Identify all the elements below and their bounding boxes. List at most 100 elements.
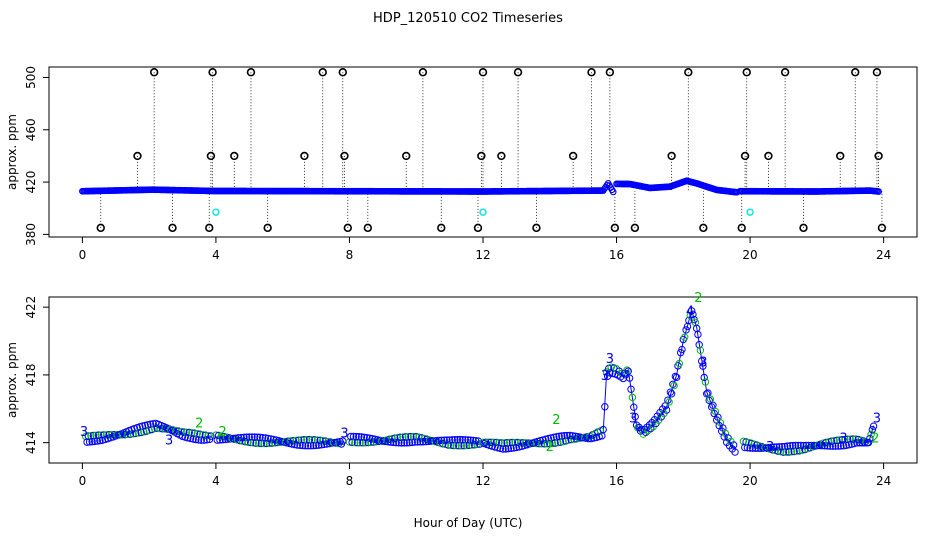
outlier-point-low [473, 223, 483, 233]
outlier-point-low [737, 223, 746, 233]
y-tick-label: 418 [24, 363, 38, 386]
outlier-point-low [343, 223, 352, 233]
data-point [580, 433, 589, 441]
data-point [544, 434, 553, 443]
data-point [794, 441, 802, 450]
data-point [709, 401, 717, 409]
data-point [510, 444, 518, 452]
y-tick-label: 500 [24, 66, 38, 89]
data-point [669, 380, 677, 388]
data-point [207, 432, 215, 440]
figure-title: HDP_120510 CO2 Timeseries [373, 11, 563, 26]
data-point [864, 438, 873, 447]
outlier-point-mid [497, 151, 506, 161]
data-point [359, 439, 367, 447]
data-point [492, 438, 501, 447]
x-tick-label: 20 [742, 474, 757, 488]
data-point [244, 438, 252, 446]
data-point [413, 438, 422, 446]
x-tick-label: 24 [876, 474, 891, 488]
data-point [489, 438, 498, 447]
outlier-point-high [605, 68, 615, 77]
data-point [670, 381, 678, 390]
data-point [380, 436, 388, 445]
data-point [827, 437, 836, 445]
data-point [779, 448, 788, 456]
data-point [795, 447, 804, 455]
outlier-point-mid [230, 151, 239, 161]
outlier-point-mid [402, 151, 411, 161]
data-point [412, 432, 420, 441]
outlier-point-high [418, 68, 428, 77]
bottom-x-axis: 0 4 8 12 16 20 24 [79, 463, 891, 488]
outlier-point-high [872, 68, 882, 77]
data-point [685, 316, 693, 325]
data-label: 3 [629, 411, 637, 426]
data-point [587, 434, 595, 443]
data-point [445, 436, 454, 444]
data-point [678, 345, 686, 354]
data-point [628, 393, 637, 402]
data-point [512, 443, 521, 452]
data-point [704, 389, 712, 397]
data-point [129, 430, 137, 438]
data-point [543, 440, 551, 448]
x-tick-label: 16 [609, 474, 624, 488]
data-point [441, 440, 450, 449]
data-point [771, 446, 780, 455]
data-point [625, 374, 634, 382]
data-point [365, 434, 374, 442]
outlier-point-low [799, 223, 808, 233]
data-point [631, 412, 639, 421]
data-point [264, 434, 272, 443]
data-point [851, 435, 860, 443]
data-label: 2 [218, 425, 226, 440]
data-point [867, 430, 875, 439]
data-point [710, 409, 718, 418]
data-point [443, 436, 451, 444]
data-point [94, 431, 103, 439]
y-tick-label: 414 [24, 431, 38, 454]
data-point [741, 443, 749, 452]
data-point [237, 433, 245, 442]
data-point [829, 442, 837, 450]
data-point [815, 441, 824, 450]
data-point [393, 434, 402, 442]
data-point [563, 431, 571, 440]
data-point [775, 443, 784, 451]
data-point [700, 373, 708, 382]
data-point [695, 341, 703, 349]
data-point [204, 431, 212, 440]
data-point [731, 448, 739, 456]
data-point [514, 438, 522, 447]
outlier-point-low [877, 223, 887, 233]
data-point [705, 396, 713, 405]
data-point [860, 439, 869, 447]
data-label: 3 [873, 411, 881, 426]
data-point [245, 433, 254, 441]
y-tick-label: 422 [24, 296, 38, 319]
data-point [182, 428, 191, 436]
data-point [624, 367, 632, 375]
outlier-point-high [149, 68, 159, 77]
data-point [560, 432, 569, 440]
data-point [296, 441, 304, 450]
data-point [315, 441, 323, 449]
outlier-point-high [246, 68, 256, 77]
data-point [447, 441, 455, 450]
data-point [601, 403, 609, 411]
data-point [262, 439, 271, 448]
data-point [242, 433, 251, 441]
bottom-y-axis-label: approx. ppm [5, 342, 19, 418]
data-point [149, 420, 157, 428]
outlier-point-mid [340, 151, 349, 161]
data-point [419, 438, 427, 446]
x-tick-label: 12 [475, 248, 490, 262]
data-point [260, 439, 268, 448]
data-point [186, 434, 195, 443]
data-label: 3 [80, 425, 88, 440]
data-point [487, 438, 495, 446]
outlier-point-mid [874, 151, 883, 161]
data-point [124, 430, 132, 439]
data-point [409, 432, 418, 441]
